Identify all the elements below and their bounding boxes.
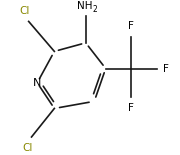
Text: Cl: Cl — [19, 6, 30, 16]
Text: Cl: Cl — [22, 143, 32, 153]
Text: F: F — [163, 64, 169, 73]
Text: F: F — [128, 21, 134, 31]
Text: NH: NH — [76, 1, 92, 11]
Text: N: N — [33, 78, 41, 88]
Text: F: F — [128, 103, 134, 113]
Text: 2: 2 — [93, 5, 97, 14]
